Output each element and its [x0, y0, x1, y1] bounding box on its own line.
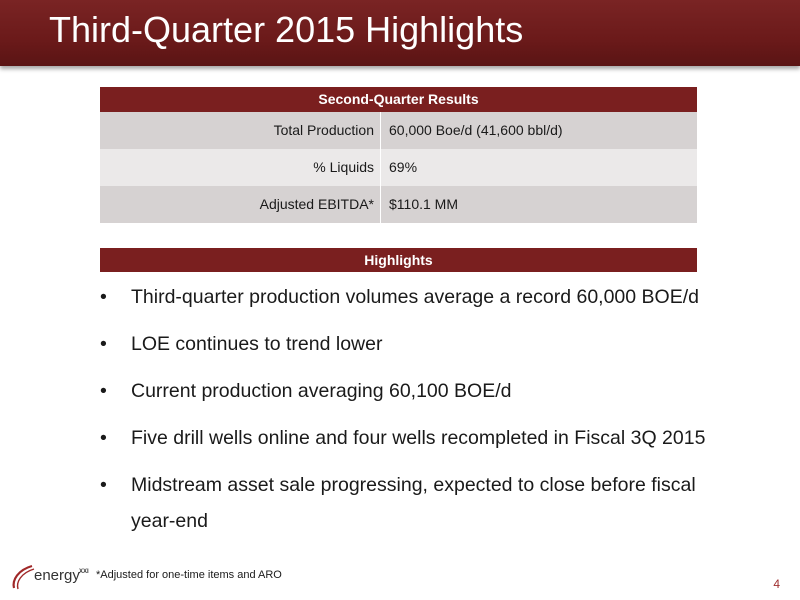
results-table: Second-Quarter Results Total Production …	[100, 87, 697, 223]
page-number: 4	[773, 577, 780, 591]
title-bar: Third-Quarter 2015 Highlights	[0, 0, 800, 66]
table-row: Total Production 60,000 Boe/d (41,600 bb…	[100, 112, 697, 149]
highlights-header: Highlights	[100, 248, 697, 272]
highlights-list: • Third-quarter production volumes avera…	[100, 279, 740, 550]
row-label: Adjusted EBITDA*	[100, 186, 381, 223]
row-value: 60,000 Boe/d (41,600 bbl/d)	[389, 122, 563, 138]
bullet-text: Third-quarter production volumes average…	[131, 286, 699, 308]
bullet-text: Five drill wells online and four wells r…	[131, 427, 706, 449]
row-label: % Liquids	[100, 149, 381, 186]
logo-swoosh-icon: energy XXI	[12, 564, 89, 590]
logo-text: energy	[34, 567, 80, 584]
list-item: • LOE continues to trend lower	[100, 326, 740, 362]
list-item: • Third-quarter production volumes avera…	[100, 279, 740, 315]
bullet-text: LOE continues to trend lower	[131, 333, 383, 355]
bullet-marker: •	[100, 474, 107, 496]
bullet-text: Current production averaging 60,100 BOE/…	[131, 380, 512, 402]
list-item: • Current production averaging 60,100 BO…	[100, 373, 740, 409]
bullet-marker: •	[100, 380, 107, 402]
results-table-header: Second-Quarter Results	[100, 87, 697, 112]
list-item: • Midstream asset sale progressing, expe…	[100, 467, 740, 539]
list-item: • Five drill wells online and four wells…	[100, 420, 740, 456]
row-value: $110.1 MM	[389, 196, 458, 212]
bullet-marker: •	[100, 286, 107, 308]
logo-superscript: XXI	[79, 569, 89, 575]
slide-title: Third-Quarter 2015 Highlights	[49, 9, 524, 50]
table-row: % Liquids 69%	[100, 149, 697, 186]
row-value: 69%	[389, 159, 418, 175]
footnote: *Adjusted for one-time items and ARO	[96, 569, 282, 581]
row-label: Total Production	[100, 112, 381, 149]
table-row: Adjusted EBITDA* $110.1 MM	[100, 186, 697, 223]
bullet-text: Midstream asset sale progressing, expect…	[131, 474, 696, 532]
bullet-marker: •	[100, 333, 107, 355]
bullet-marker: •	[100, 427, 107, 449]
energy-xxi-logo: energy XXI	[10, 558, 92, 592]
